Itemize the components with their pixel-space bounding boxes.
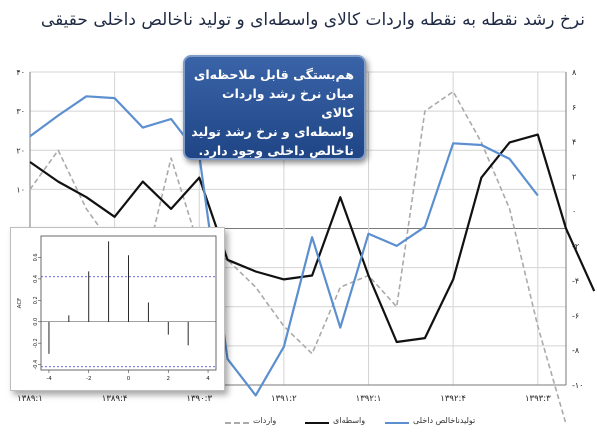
callout-line: میان نرخ رشد واردات کالای <box>222 86 354 120</box>
x-tick-label: ۱۳۹۲:۱ <box>356 394 382 404</box>
right-tick-label: -۱۰ <box>572 381 583 390</box>
acf-ytick-label: -0.4 <box>33 360 39 370</box>
right-tick-label: -۸ <box>572 346 580 355</box>
legend-label: واسطه‌ای <box>333 416 366 425</box>
callout-line: واسطه‌ای و نرخ رشد تولید <box>191 124 354 139</box>
left-tick-label: ۳۰ <box>16 107 25 116</box>
left-tick-label: ۴۰ <box>16 68 25 77</box>
acf-ytick-label: 0.2 <box>33 296 39 304</box>
right-tick-label: ۴ <box>572 138 576 147</box>
acf-xtick-label: 2 <box>167 376 171 382</box>
acf-ytick-label: 0.0 <box>33 318 39 326</box>
acf-xtick-label: -4 <box>46 376 52 382</box>
page-title: نرخ رشد نقطه به نقطه واردات کالای واسطه‌… <box>40 10 585 30</box>
acf-xtick-label: -2 <box>86 376 91 382</box>
x-tick-label: ۱۳۸۹:۱ <box>17 394 43 404</box>
callout-line: هم‌بستگی قابل ملاحظه‌ای <box>193 67 354 82</box>
legend-label: واردات <box>253 416 277 425</box>
acf-ytick-label: -0.2 <box>33 338 39 348</box>
acf-chart: -0.4 -0.2 0.0 0.2 0.4 0.6 -4 -2 0 2 4 ACF <box>17 235 217 382</box>
right-tick-label: -۴ <box>572 277 579 286</box>
acf-ytick-label: 0.4 <box>33 275 39 283</box>
x-tick-label: ۱۳۸۹:۴ <box>102 394 128 404</box>
left-tick-label: ۱۰ <box>16 185 25 194</box>
left-tick-label: ۲۰ <box>16 146 25 155</box>
acf-xtick-label: 4 <box>206 376 210 382</box>
legend-swatch <box>385 422 409 424</box>
callout-line: ناخالص داخلی وجود دارد. <box>198 143 354 158</box>
x-tick-label: ۱۳۹۲:۴ <box>440 394 466 404</box>
acf-ytick-label: 0.6 <box>33 253 39 261</box>
x-tick-label: ۱۳۹۱:۲ <box>271 394 297 404</box>
right-tick-label: ۸ <box>572 68 577 77</box>
acf-ylabel: ACF <box>17 298 23 309</box>
legend-swatch <box>225 422 249 424</box>
right-tick-label: -۶ <box>572 311 579 320</box>
legend-label: تولیدناخالص داخلی <box>413 416 476 425</box>
legend: واردات واسطه‌ای تولیدناخالص داخلی <box>225 416 525 430</box>
legend-swatch <box>305 422 329 424</box>
right-tick-label: ۶ <box>572 103 576 112</box>
callout-box: هم‌بستگی قابل ملاحظه‌ای میان نرخ رشد وار… <box>183 55 366 160</box>
x-tick-label: ۱۳۹۰:۳ <box>186 394 212 404</box>
x-tick-label: ۱۳۹۳:۳ <box>525 394 551 404</box>
right-tick-label: -۲ <box>572 242 579 251</box>
right-tick-label: ۲ <box>572 172 576 181</box>
series-line <box>29 95 539 397</box>
right-tick-label: ۰ <box>572 207 576 216</box>
acf-inset: -0.4 -0.2 0.0 0.2 0.4 0.6 -4 -2 0 2 4 ACF <box>10 227 225 391</box>
acf-xtick-label: 0 <box>127 376 131 382</box>
